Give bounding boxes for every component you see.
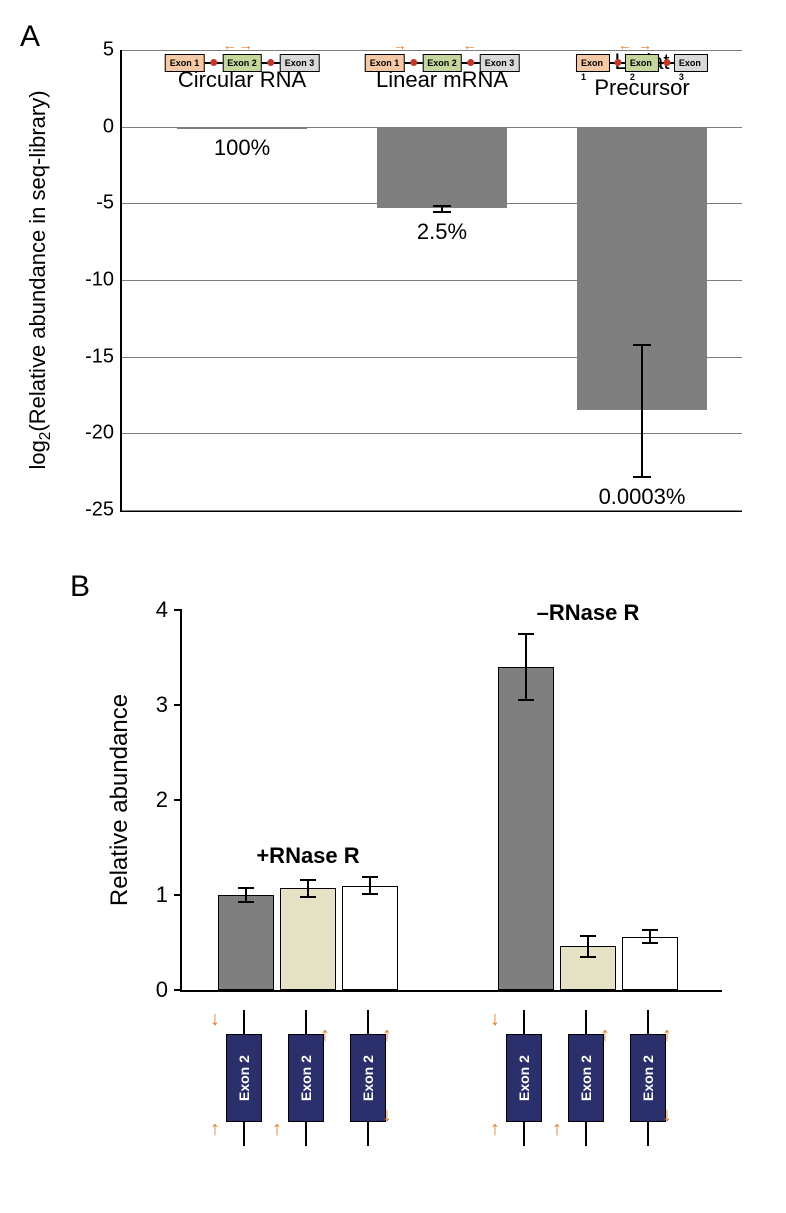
figure-root: A log2(Relative abundance in seq-library… bbox=[20, 20, 766, 1180]
bar bbox=[622, 937, 678, 990]
exon2-box: Exon 2 bbox=[288, 1034, 324, 1122]
exon2-diagram: Exon 2↑ ↓ bbox=[620, 1010, 676, 1146]
ytick-label: 2 bbox=[156, 787, 182, 813]
ytick-label: -20 bbox=[85, 422, 122, 445]
exon2-diagram: Exon 2↓↑ bbox=[496, 1010, 552, 1146]
ytick-label: -5 bbox=[96, 192, 122, 215]
exon2-box: Exon 2 bbox=[568, 1034, 604, 1122]
bar bbox=[218, 895, 274, 990]
exon-diagram: Exon 1Exon 2Exon 3←→ bbox=[165, 54, 320, 72]
exon-diagram: Exon 1Exon 2Exon 3←→ bbox=[576, 54, 708, 72]
panel-a-label: A bbox=[20, 20, 40, 54]
primer-arrow: ↓ bbox=[662, 1110, 672, 1120]
group-label: –RNase R bbox=[537, 600, 640, 626]
exon2-box: Exon 2 bbox=[350, 1034, 386, 1122]
primer-arrow: ← bbox=[618, 42, 632, 48]
panel-b-chart: 01234+RNase R–RNase R bbox=[180, 610, 722, 992]
percent-label: 0.0003% bbox=[599, 484, 686, 510]
gridline bbox=[122, 433, 742, 434]
panel-a: A log2(Relative abundance in seq-library… bbox=[20, 20, 766, 540]
exon2-box: Exon 2 bbox=[506, 1034, 542, 1122]
ytick-label: -25 bbox=[85, 499, 122, 522]
bar-linear-mrna bbox=[377, 127, 507, 208]
panel-b: B Relative abundance 01234+RNase R–RNase… bbox=[20, 580, 766, 1180]
primer-arrow: ↑ bbox=[552, 1124, 562, 1134]
bar-circular-rna bbox=[177, 127, 307, 129]
exon-diagram: Exon 1Exon 2Exon 3→← bbox=[365, 54, 520, 72]
primer-arrow: ← bbox=[223, 42, 237, 48]
bar bbox=[498, 667, 554, 990]
primer-arrow: ↓ bbox=[490, 1014, 500, 1024]
group-label: +RNase R bbox=[256, 843, 359, 869]
primer-arrow: ↑ bbox=[382, 1030, 392, 1040]
primer-arrow: ↓ bbox=[210, 1014, 220, 1024]
primer-arrow: → bbox=[239, 42, 253, 48]
ytick-label: 5 bbox=[103, 39, 122, 62]
ytick-label: -10 bbox=[85, 269, 122, 292]
primer-arrow: ↓ bbox=[382, 1110, 392, 1120]
exon2-diagram: Exon 2↑ ↓ bbox=[340, 1010, 396, 1146]
ytick-label: 3 bbox=[156, 692, 182, 718]
ytick-label: 0 bbox=[103, 115, 122, 138]
bar bbox=[280, 888, 336, 990]
bar bbox=[342, 886, 398, 991]
exon2-diagram: Exon 2↑↑ bbox=[278, 1010, 334, 1146]
exon2-diagram: Exon 2↑↑ bbox=[558, 1010, 614, 1146]
exon2-diagram: Exon 2↓↑ bbox=[216, 1010, 272, 1146]
primer-arrow: ↑ bbox=[490, 1124, 500, 1134]
panel-a-ylabel: log2(Relative abundance in seq-library) bbox=[25, 90, 55, 469]
ytick-label: 0 bbox=[156, 977, 182, 1003]
exon2-box: Exon 2 bbox=[226, 1034, 262, 1122]
ytick-label: 1 bbox=[156, 882, 182, 908]
primer-arrow: → bbox=[638, 42, 652, 48]
primer-arrow: ↑ bbox=[210, 1124, 220, 1134]
primer-arrow: ↑ bbox=[320, 1030, 330, 1040]
primer-arrow: → bbox=[393, 42, 407, 48]
panel-b-ylabel: Relative abundance bbox=[106, 694, 134, 906]
primer-arrow: ↑ bbox=[662, 1030, 672, 1040]
primer-arrow: ← bbox=[463, 42, 477, 48]
panel-a-chart: -25-20-15-10-505100%Circular RNA2.5%Line… bbox=[120, 50, 742, 512]
percent-label: 2.5% bbox=[417, 219, 467, 245]
exon2-box: Exon 2 bbox=[630, 1034, 666, 1122]
ytick-label: 4 bbox=[156, 597, 182, 623]
ytick-label: -15 bbox=[85, 345, 122, 368]
primer-arrow: ↑ bbox=[272, 1124, 282, 1134]
primer-arrow: ↑ bbox=[600, 1030, 610, 1040]
panel-b-label: B bbox=[70, 570, 90, 604]
percent-label: 100% bbox=[214, 135, 270, 161]
